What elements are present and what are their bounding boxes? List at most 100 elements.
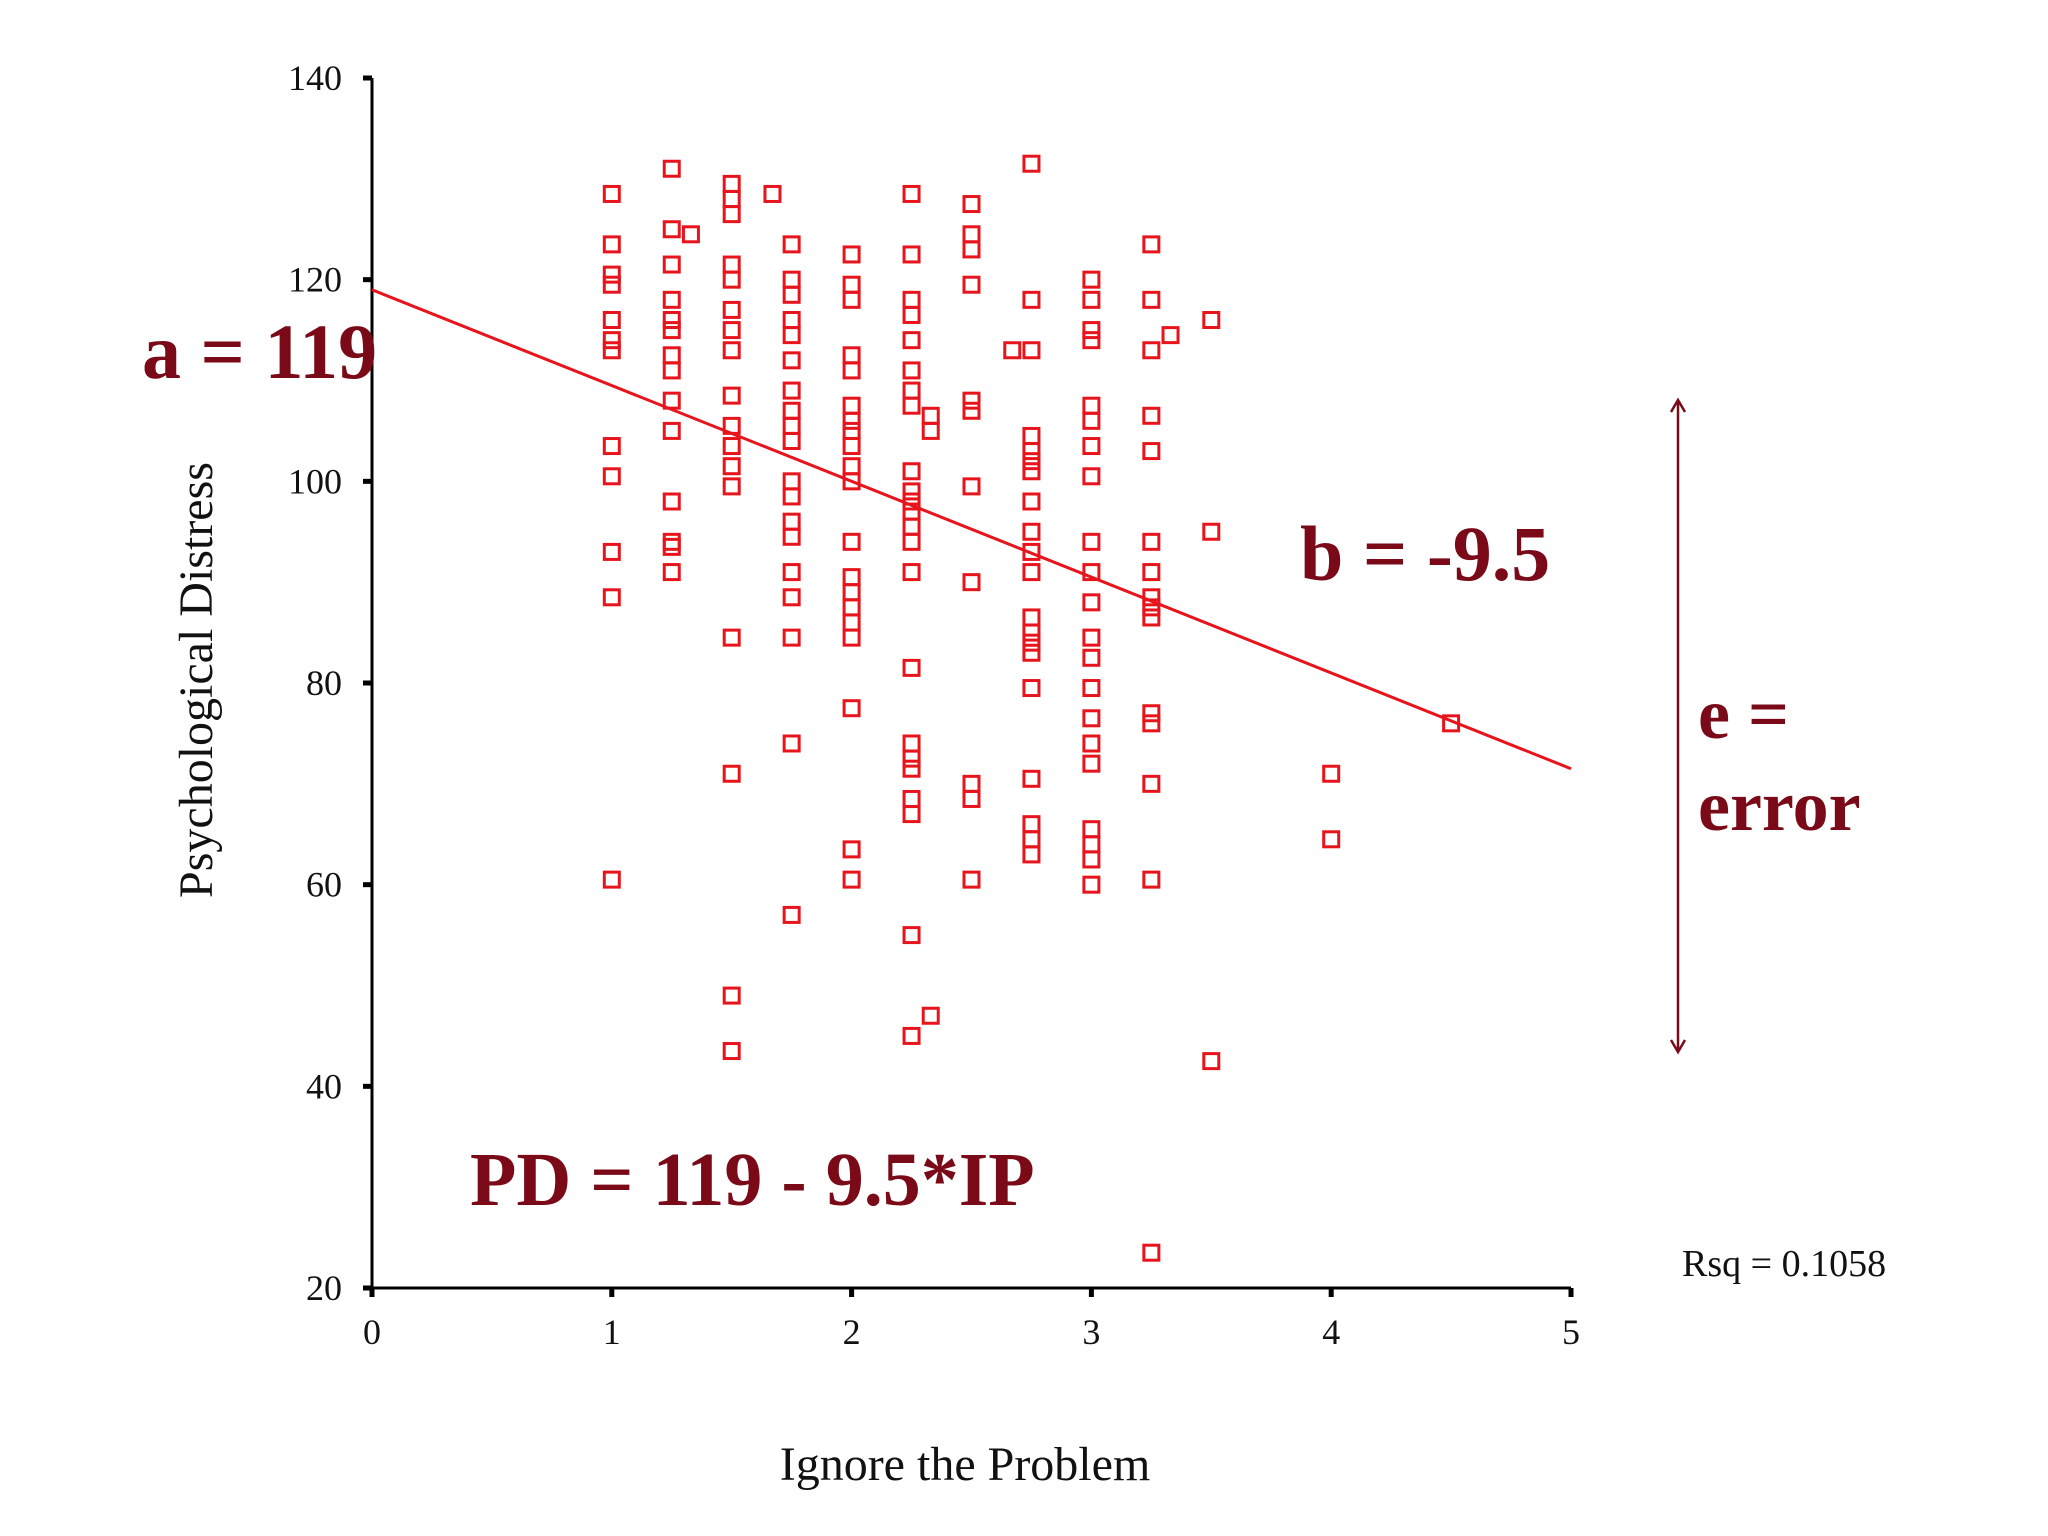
ticks: 20 40 60 80 100 120 140 0 1 2 3 4 5 [288,58,1580,1352]
x-tick-label: 5 [1562,1312,1580,1352]
data-point [662,321,681,340]
data-point [902,789,921,808]
y-tick-label: 20 [306,1268,342,1308]
x-tick-label: 2 [843,1312,861,1352]
data-point [902,734,921,753]
data-point [602,467,621,486]
data-point [782,351,801,370]
data-point [842,457,861,476]
data-point [962,391,981,410]
data-point [782,311,801,329]
data-point [722,190,741,208]
data-point [1003,341,1022,360]
data-point [842,613,861,632]
data-point [662,421,681,440]
data-point [722,174,741,193]
data-point [902,396,921,415]
data-point [1022,522,1041,541]
data-point [1142,290,1161,309]
data-point [1082,875,1101,894]
data-point [1142,870,1161,889]
data-point [681,225,700,244]
data-point [902,749,921,768]
data-point [782,401,801,420]
data-point [782,628,801,647]
data-point [962,477,981,496]
data-point [602,437,621,456]
data-point [662,532,681,551]
error-annotation-line2: error [1698,766,1861,846]
data-point [1142,608,1161,627]
data-point [1022,769,1041,788]
data-point [722,270,741,289]
data-point [842,275,861,294]
data-point [1082,593,1101,612]
data-point [962,789,981,808]
data-point [1082,754,1101,773]
x-tick-label: 1 [603,1312,621,1352]
data-point [842,411,861,430]
data-point [1022,608,1041,627]
data-point [1082,396,1101,415]
data-point [662,311,681,329]
data-point [842,361,861,380]
data-point [842,532,861,551]
data-point [1022,462,1041,481]
x-tick-label: 3 [1082,1312,1100,1352]
data-point [782,326,801,345]
data-point [1022,643,1041,662]
data-point [602,870,621,889]
data-point [1322,764,1341,783]
data-point [962,401,981,420]
data-point [921,421,940,440]
data-point [782,588,801,607]
data-point [1082,532,1101,551]
data-point [842,628,861,647]
data-point [1082,835,1101,854]
data-point [782,563,801,582]
error-arrow [1669,397,1687,1055]
data-point [722,300,741,319]
data-point [662,159,681,178]
data-point [722,386,741,405]
data-point [722,477,741,496]
data-point [662,492,681,511]
data-point [962,870,981,889]
data-point [902,462,921,481]
data-point [1142,235,1161,254]
data-point [782,416,801,435]
data-point [1202,311,1221,329]
axes [370,78,1571,1290]
data-point [1082,709,1101,728]
data-point [921,1006,940,1025]
data-point [1022,845,1041,864]
data-point [902,331,921,350]
data-point [1022,442,1041,461]
data-point [1022,542,1041,561]
data-point [782,527,801,546]
data-point [782,285,801,304]
data-point [662,346,681,365]
data-point [842,346,861,365]
x-axis-title: Ignore the Problem [780,1438,1151,1491]
data-point [902,532,921,551]
data-point [1022,341,1041,360]
data-point [722,341,741,360]
rsq-label: Rsq = 0.1058 [1682,1243,1886,1285]
data-point [962,225,981,244]
data-point [842,699,861,718]
data-point [1082,290,1101,309]
data-point [1022,679,1041,698]
data-point [842,870,861,889]
data-point [1022,290,1041,309]
data-points [602,154,1461,1262]
data-point [1142,714,1161,733]
data-point [602,265,621,284]
data-point [1202,522,1221,541]
regression-equation: PD = 119 - 9.5*IP [470,1138,1035,1222]
data-point [1142,774,1161,793]
data-point [602,311,621,329]
data-point [1082,628,1101,647]
data-point [722,437,741,456]
